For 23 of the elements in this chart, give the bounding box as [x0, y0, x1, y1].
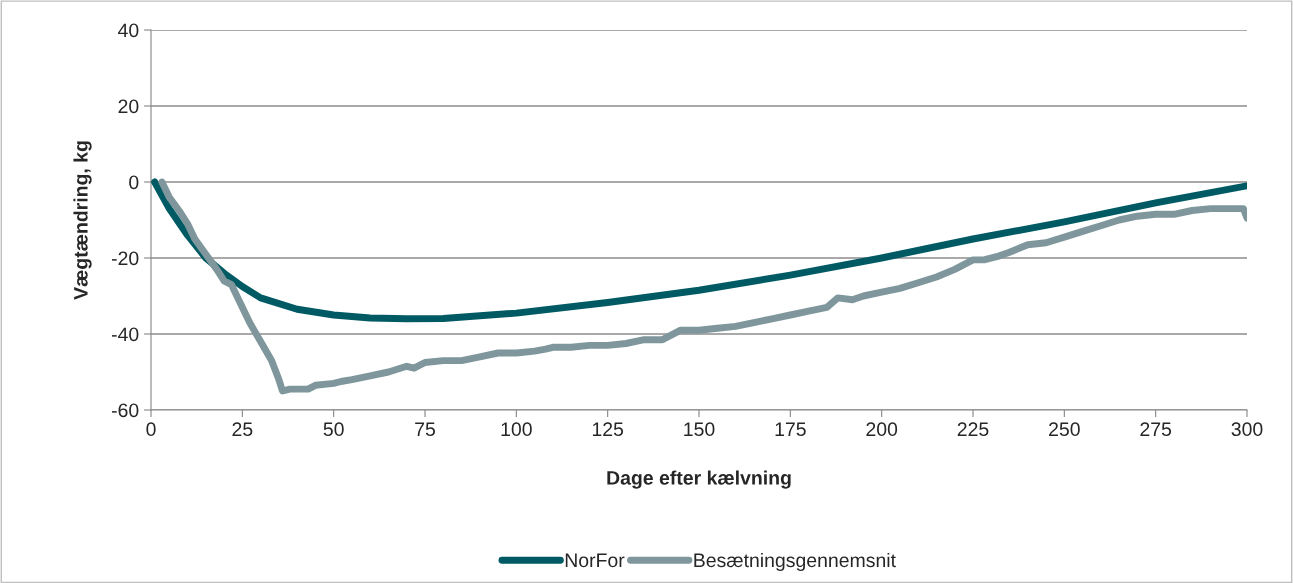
x-tick-label: 25: [232, 422, 253, 437]
y-tick-label: -60: [111, 403, 139, 418]
y-tick-label: -40: [111, 327, 139, 342]
y-axis-title: Vægtændring, kg: [73, 141, 92, 300]
y-tick-label: -20: [111, 251, 139, 266]
x-tick-label: 75: [415, 422, 435, 437]
x-tick-label: 0: [146, 422, 156, 437]
x-tick-label: 250: [1049, 422, 1080, 437]
x-tick-label: 150: [684, 422, 715, 437]
x-tick-label: 200: [866, 422, 898, 437]
x-tick-label: 300: [1231, 422, 1263, 437]
x-tick-label: 275: [1140, 422, 1172, 437]
x-tick-label: 125: [592, 422, 624, 437]
y-tick-label: 40: [118, 23, 139, 38]
x-axis-title: Dage efter kælvning: [607, 470, 791, 489]
x-tick-label: 175: [775, 422, 806, 437]
x-tick-label: 50: [323, 422, 344, 437]
legend-label: Besætningsgennemsnit: [694, 552, 896, 572]
x-tick-label: 100: [501, 422, 532, 437]
x-tick-label: 225: [957, 422, 989, 437]
y-tick-label: 20: [118, 99, 139, 114]
y-tick-label: 0: [129, 175, 139, 190]
legend-label: NorFor: [565, 553, 625, 568]
